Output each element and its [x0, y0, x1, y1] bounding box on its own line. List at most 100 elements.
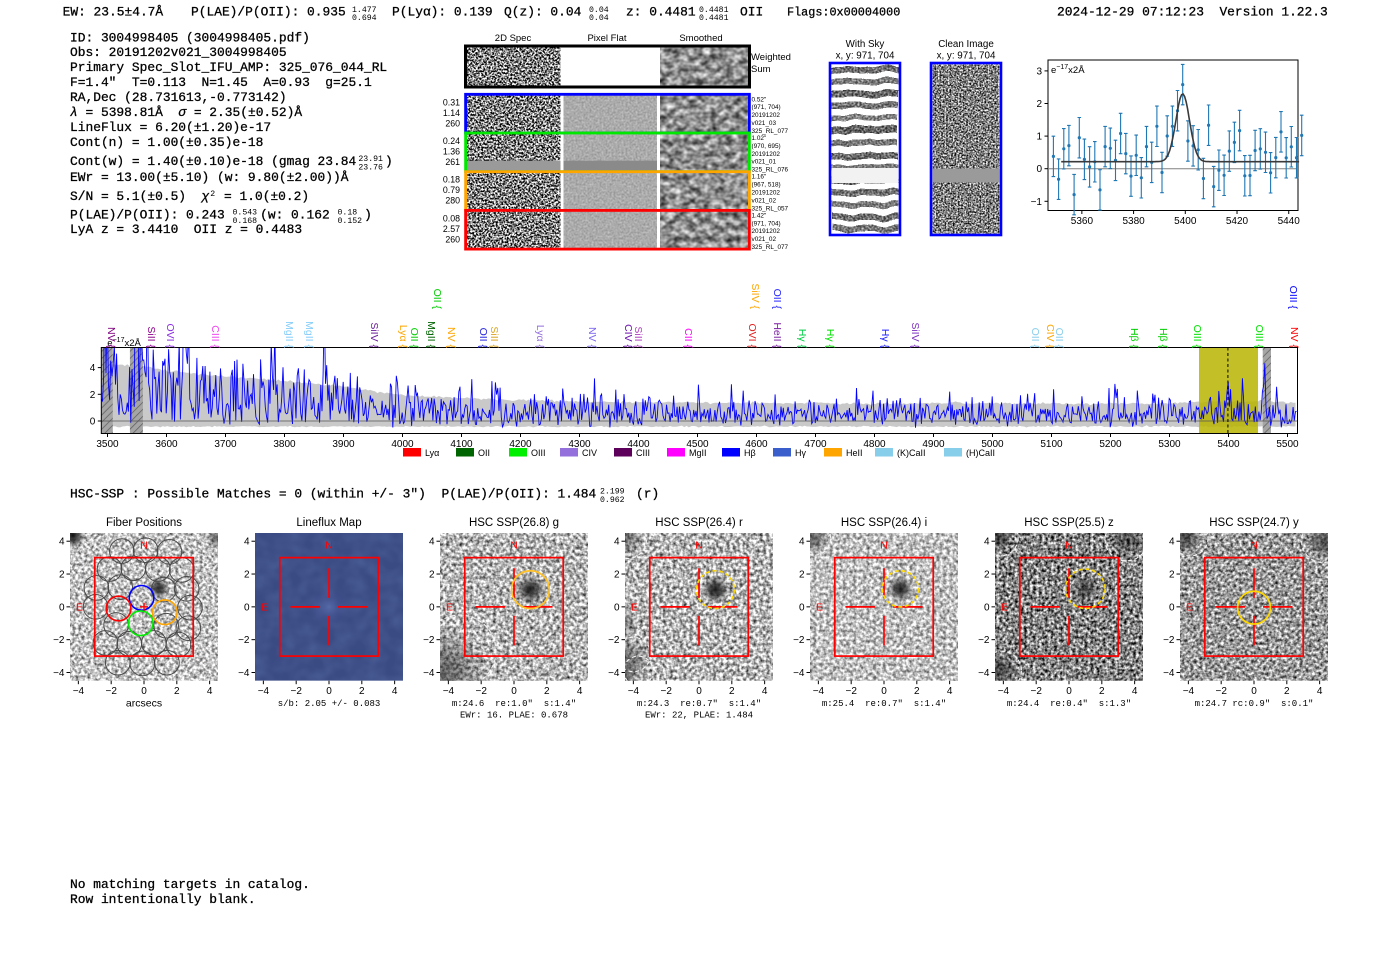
svg-text:OIII {: OIII { — [1287, 286, 1299, 310]
svg-text:Lineflux Map: Lineflux Map — [296, 517, 361, 529]
svg-text:2: 2 — [359, 686, 365, 697]
svg-text:Obs: 20191202v021_3004998405: Obs: 20191202v021_3004998405 — [70, 45, 287, 60]
svg-text:325_RL_077: 325_RL_077 — [752, 244, 789, 251]
svg-text:−4: −4 — [73, 686, 85, 697]
svg-text:0: 0 — [90, 417, 96, 428]
svg-text:MgII {: MgII { — [425, 321, 437, 348]
svg-text:4600: 4600 — [745, 439, 768, 450]
svg-text:0: 0 — [984, 602, 990, 613]
svg-text:2: 2 — [1036, 99, 1042, 110]
svg-text:m:24.6 re:1.0" s:1.4": m:24.6 re:1.0" s:1.4" — [452, 699, 576, 709]
svg-text:0.04: 0.04 — [589, 14, 609, 23]
svg-text:5360: 5360 — [1071, 216, 1094, 227]
svg-text:1: 1 — [1036, 132, 1042, 143]
svg-text:OIII {: OIII { — [1191, 325, 1203, 349]
svg-text:0.52": 0.52" — [752, 96, 767, 103]
svg-text:0: 0 — [1066, 686, 1072, 697]
svg-text:0.31: 0.31 — [443, 97, 460, 107]
svg-text:325_RL_057: 325_RL_057 — [752, 205, 789, 212]
svg-text:4: 4 — [429, 537, 435, 548]
svg-text:LyA z = 3.4410 OII z = 0.4483: LyA z = 3.4410 OII z = 0.4483 — [70, 222, 302, 237]
svg-text:4: 4 — [244, 537, 250, 548]
svg-text:3700: 3700 — [214, 439, 237, 450]
svg-text:−4: −4 — [238, 668, 250, 679]
svg-text:5400: 5400 — [1174, 216, 1197, 227]
svg-text:4500: 4500 — [686, 439, 709, 450]
svg-text:OII: OII — [740, 5, 763, 20]
svg-text:CIII {: CIII { — [209, 325, 221, 348]
svg-text:arcsecs: arcsecs — [126, 698, 162, 710]
svg-text:P(LAE)/P(OII): 0.935: P(LAE)/P(OII): 0.935 — [191, 5, 346, 20]
svg-text:Sum: Sum — [751, 64, 771, 75]
svg-text:CII {: CII { — [682, 328, 694, 348]
svg-text:P(Lyα): 0.139: P(Lyα): 0.139 — [392, 5, 493, 20]
svg-text:0.694: 0.694 — [352, 14, 377, 23]
svg-text:OII {: OII { — [1029, 328, 1041, 349]
svg-text:2: 2 — [1284, 686, 1290, 697]
svg-text:−4: −4 — [258, 686, 270, 697]
svg-text:Hβ {: Hβ { — [1157, 328, 1169, 349]
svg-text:0: 0 — [1036, 164, 1042, 175]
svg-text:−2: −2 — [238, 635, 250, 646]
svg-text:OIII: OIII — [531, 448, 546, 458]
svg-text:20191202: 20191202 — [752, 190, 781, 197]
svg-text:= 1.0(±0.2): = 1.0(±0.2) — [216, 189, 309, 204]
svg-text:Weighted: Weighted — [751, 52, 791, 63]
svg-text:−4: −4 — [443, 686, 455, 697]
svg-text:OII {: OII { — [408, 328, 420, 349]
svg-text:): ) — [385, 154, 393, 169]
svg-text:With Sky: With Sky — [846, 39, 885, 50]
svg-text:2024-12-29 07:12:23 Version 1: 2024-12-29 07:12:23 Version 1.22.3 — [1057, 5, 1328, 20]
svg-text:0: 0 — [799, 602, 805, 613]
svg-text:EWr = 13.00(±5.10) (w: 9.80(±2: EWr = 13.00(±5.10) (w: 9.80(±2.00))Å — [70, 170, 349, 185]
svg-text:2: 2 — [1099, 686, 1105, 697]
svg-text:e−17x2Å: e−17x2Å — [1051, 64, 1085, 76]
svg-text:HSC SSP(26.4) r: HSC SSP(26.4) r — [655, 517, 743, 529]
svg-text:4: 4 — [799, 537, 805, 548]
svg-text:−2: −2 — [475, 686, 487, 697]
svg-text:−2: −2 — [608, 635, 620, 646]
svg-text:EW: 23.5±4.7Å: EW: 23.5±4.7Å — [63, 5, 164, 20]
svg-text:261: 261 — [445, 157, 460, 167]
svg-text:Pixel Flat: Pixel Flat — [587, 33, 626, 44]
svg-text:(r): (r) — [636, 487, 659, 502]
svg-text:4300: 4300 — [568, 439, 591, 450]
svg-text:−4: −4 — [423, 668, 435, 679]
svg-text:2: 2 — [799, 570, 805, 581]
svg-text:2: 2 — [90, 390, 96, 401]
svg-text:−4: −4 — [608, 668, 620, 679]
svg-text:5000: 5000 — [981, 439, 1004, 450]
svg-text:5300: 5300 — [1158, 439, 1181, 450]
svg-text:5400: 5400 — [1217, 439, 1240, 450]
svg-text:−4: −4 — [813, 686, 825, 697]
svg-text:Primary Spec_Slot_IFU_AMP: 325: Primary Spec_Slot_IFU_AMP: 325_076_044_R… — [70, 60, 387, 75]
svg-text:4100: 4100 — [450, 439, 473, 450]
svg-text:Lyα: Lyα — [425, 448, 439, 458]
svg-text:Q(z): 0.04: Q(z): 0.04 — [504, 5, 582, 20]
svg-text:N: N — [695, 540, 703, 552]
svg-text:No matching targets in catalog: No matching targets in catalog. — [70, 877, 310, 892]
svg-text:4: 4 — [59, 537, 65, 548]
svg-text:4: 4 — [392, 686, 398, 697]
svg-text:LineFlux = 6.20(±1.20)e-17: LineFlux = 6.20(±1.20)e-17 — [70, 120, 271, 135]
svg-text:OIII {: OIII { — [1253, 325, 1265, 349]
svg-text:E: E — [1001, 602, 1008, 614]
svg-text:s/b: 2.05 +/- 0.083: s/b: 2.05 +/- 0.083 — [278, 699, 381, 709]
svg-text:1.477: 1.477 — [352, 6, 377, 15]
svg-text:−2: −2 — [105, 686, 117, 697]
svg-text:4200: 4200 — [509, 439, 532, 450]
svg-text:OII {: OII { — [771, 289, 783, 310]
svg-text:4: 4 — [1317, 686, 1323, 697]
svg-text:MgII {: MgII { — [283, 321, 295, 348]
svg-text:m:25.4 re:0.7" s:1.4": m:25.4 re:0.7" s:1.4" — [822, 699, 946, 709]
svg-text:Cont(n) = 1.00(±0.35)e-18: Cont(n) = 1.00(±0.35)e-18 — [70, 135, 263, 150]
svg-text:1.02": 1.02" — [752, 135, 767, 142]
svg-text:F=1.4" T=0.113 N=1.45 A=0.9: F=1.4" T=0.113 N=1.45 A=0.93 g=25.1 — [70, 75, 372, 90]
svg-text:0: 0 — [1169, 602, 1175, 613]
svg-text:Fiber Positions: Fiber Positions — [106, 517, 182, 529]
svg-text:−2: −2 — [978, 635, 990, 646]
svg-text:λ = 5398.81Å σ = 2.35(±0.52)Å: λ = 5398.81Å σ = 2.35(±0.52)Å — [70, 105, 302, 120]
svg-text:4400: 4400 — [627, 439, 650, 450]
svg-text:−4: −4 — [978, 668, 990, 679]
svg-text:0: 0 — [326, 686, 332, 697]
